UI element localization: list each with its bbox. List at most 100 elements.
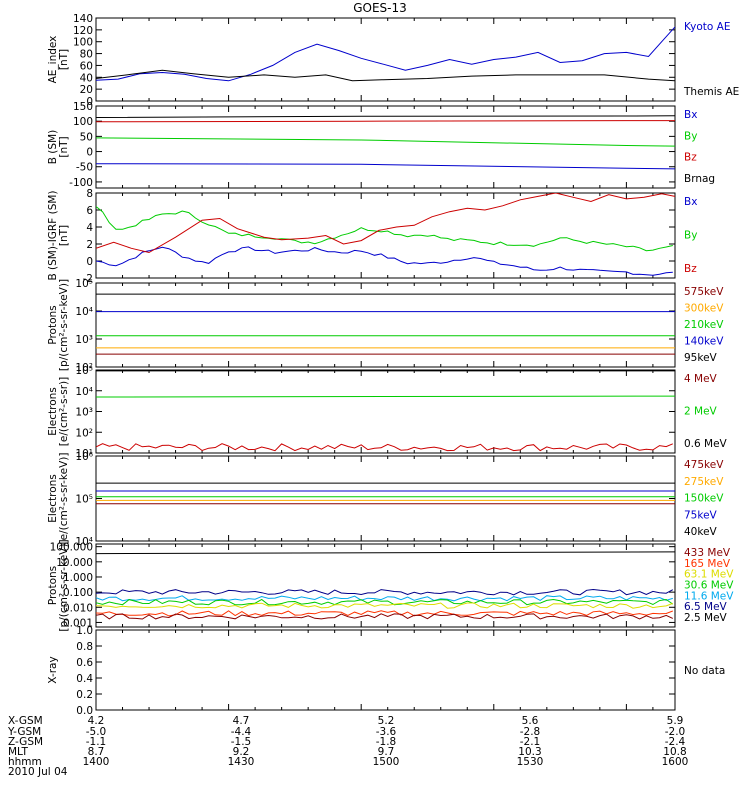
footer-cell: 1600 [662, 756, 689, 768]
y-axis-label: [nT] [58, 49, 70, 70]
y-axis-label: Electrons [47, 474, 59, 523]
panel-5: 10¹ 10² 10³ 10⁴ 10⁵ Electrons [e/(cm²-s-sr)] 4 … [47, 365, 728, 460]
footer-cell: 4.7 [233, 715, 250, 727]
series-line-2-5-mev [96, 551, 675, 555]
legend-entry: Themis AE [683, 86, 739, 98]
footer-row-label: 2010 Jul 04 [8, 766, 68, 778]
y-tick-label: 140 [73, 13, 93, 25]
y-tick-label: 2 [86, 239, 93, 251]
footer-cell: -2.1 [520, 736, 541, 748]
legend-entry: 40keV [684, 526, 718, 538]
legend-entry: 275keV [684, 476, 724, 488]
footer-cell: 1530 [517, 756, 544, 768]
y-tick-label: 0.2 [76, 689, 93, 701]
legend-entry: Bz [684, 263, 697, 275]
y-axis-label: [e/(cm²-s-sr-keV)] [58, 453, 70, 545]
footer-row-label: X-GSM [8, 715, 43, 727]
panel-frame [95, 629, 676, 711]
legend-entry: 95keV [684, 352, 718, 364]
y-axis-label: X-ray [47, 656, 59, 683]
y-tick-label: -100 [69, 177, 93, 189]
y-tick-label: 10⁴ [75, 536, 93, 548]
series-line-brnag [96, 115, 675, 118]
footer-cell: 10.3 [518, 746, 541, 758]
series-line-30-6-mev [96, 598, 674, 606]
series-line-by [96, 137, 675, 147]
legend-entry: 575keV [684, 286, 724, 298]
panel-frame [95, 282, 676, 368]
footer-cell: 9.7 [378, 746, 395, 758]
panel-frame [95, 17, 676, 102]
y-tick-label: 10⁴ [75, 386, 93, 398]
series-group [96, 293, 675, 355]
footer-row-label: Z-GSM [8, 736, 43, 748]
y-axis-label: AE_index [47, 36, 59, 84]
footer-row-label: Y-GSM [7, 726, 41, 738]
series-line-165-mev [96, 610, 673, 617]
footer-cell: 4.2 [88, 715, 105, 727]
footer-cell: 5.2 [378, 715, 395, 727]
series-line-kyoto-ae [96, 26, 675, 82]
y-tick-label: 100 [73, 116, 93, 128]
series-group [96, 551, 675, 620]
legend-entry: 4 MeV [684, 373, 718, 385]
y-tick-label: -2 [83, 273, 93, 285]
panel-frame [95, 455, 676, 542]
panel-frame [95, 192, 676, 279]
y-tick-label: 10³ [75, 407, 93, 419]
legend-entry: By [684, 230, 697, 242]
y-axis-label: Protons [47, 305, 59, 344]
series-group [96, 193, 675, 276]
footer-cell: 9.2 [233, 746, 250, 758]
y-tick-label: 20 [80, 84, 93, 96]
series-group [96, 115, 675, 170]
y-axis-label: B (SM)-IGRF (SM) [47, 190, 59, 280]
legend-entry: 165 MeV [684, 558, 731, 570]
y-tick-label: 0.010 [63, 602, 93, 614]
y-axis-label: B (SM) [47, 130, 59, 164]
y-tick-label: -50 [76, 162, 93, 174]
series-line-4-mev [96, 443, 673, 452]
legend-entry: 300keV [684, 303, 724, 315]
footer-row-label: hhmm [8, 756, 42, 768]
y-axis-label: [nT] [58, 225, 70, 246]
series-line-themis-ae [96, 69, 675, 82]
y-tick-label: 80 [80, 49, 93, 61]
y-axis-label: [nT] [58, 136, 70, 157]
y-tick-label: 10⁶ [75, 451, 93, 463]
y-tick-label: 60 [80, 60, 93, 72]
legend-entry: 75keV [684, 509, 718, 521]
y-tick-label: 0.0 [76, 705, 93, 717]
y-tick-label: 40 [80, 72, 93, 84]
legend-entry: Bz [684, 152, 697, 164]
footer-cell: 5.6 [522, 715, 539, 727]
y-tick-label: 10⁵ [75, 494, 93, 506]
y-tick-label: 10² [75, 362, 93, 374]
legend-entry: 2 MeV [684, 406, 718, 418]
y-tick-label: 0.8 [76, 641, 93, 653]
panel-2: -100 -50 0 50 100 150 B (SM) [nT] Bx By Bz Brnag [47, 101, 715, 189]
legend-entry: 210keV [684, 319, 724, 331]
series-line-bz [96, 120, 675, 123]
y-tick-label: 0.100 [63, 587, 93, 599]
y-axis-label: Protons [47, 566, 59, 605]
panel-7: 0.001 0.010 0.100 1.000 10.000 100.000 Protons… [47, 539, 734, 631]
footer-cell: -3.6 [376, 726, 397, 738]
series-line-bx [96, 246, 673, 276]
y-axis-label: [e/(cm²-s-sr)] [58, 377, 70, 446]
y-axis-label: [p/(cm²-s-sr-keV)] [58, 279, 70, 371]
legend-entry: 30.6 MeV [684, 580, 734, 592]
series-group [96, 370, 675, 452]
legend-entry: 2.5 MeV [684, 612, 728, 624]
y-tick-label: 0 [86, 96, 93, 108]
legend-entry: 63.1 MeV [684, 569, 734, 581]
series-line-bx [96, 163, 675, 170]
panel-frame [95, 105, 676, 189]
series-line-433-mev [96, 613, 674, 620]
footer-cell: 1430 [228, 756, 255, 768]
y-tick-label: 8 [86, 188, 93, 200]
series-line-2-mev [96, 395, 675, 398]
footer-cell: -5.0 [86, 726, 107, 738]
